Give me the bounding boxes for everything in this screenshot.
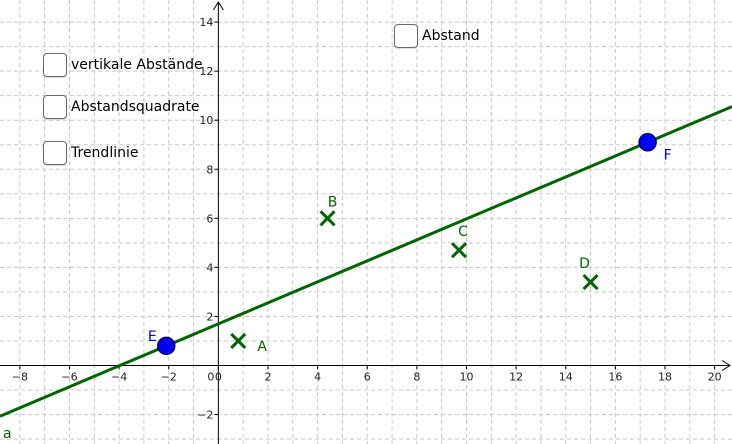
x-tick-label: 20 bbox=[708, 371, 722, 384]
checkbox-label: vertikale Abstände bbox=[71, 57, 203, 73]
point-label: B bbox=[328, 194, 338, 210]
x-tick-label: 14 bbox=[559, 371, 573, 384]
y-tick-label: 12 bbox=[199, 65, 213, 78]
x-tick-label: 4 bbox=[314, 371, 321, 384]
point-label: E bbox=[148, 329, 157, 345]
point-c[interactable]: C bbox=[450, 224, 468, 259]
cross-marker bbox=[319, 210, 336, 227]
point-d[interactable]: D bbox=[579, 256, 599, 291]
x-tick-label: 2 bbox=[264, 371, 271, 384]
checkbox-vertikale-abstaende[interactable]: vertikale Abstände bbox=[43, 53, 203, 77]
origin-label: 0 bbox=[207, 371, 214, 384]
x-tick-label: 16 bbox=[608, 371, 622, 384]
cross-marker bbox=[450, 242, 468, 259]
point-a[interactable]: A bbox=[230, 332, 267, 355]
y-tick-label: 8 bbox=[206, 163, 213, 176]
free-point-marker[interactable] bbox=[157, 336, 176, 356]
x-tick-label: 8 bbox=[413, 371, 420, 384]
x-tick-label: 10 bbox=[459, 371, 473, 384]
checkbox-box[interactable] bbox=[394, 24, 418, 48]
x-tick-label: −8 bbox=[12, 371, 28, 384]
point-label: D bbox=[579, 256, 590, 272]
y-tick-label: 4 bbox=[206, 261, 213, 274]
checkbox-label: Abstandsquadrate bbox=[71, 99, 200, 115]
y-tick-label: 2 bbox=[206, 310, 213, 323]
x-tick-label: 6 bbox=[364, 371, 371, 384]
checkbox-box[interactable] bbox=[43, 141, 67, 165]
point-f[interactable]: F bbox=[638, 133, 672, 164]
lines: a bbox=[0, 105, 732, 442]
line-label-a: a bbox=[3, 426, 12, 442]
x-tick-label: −2 bbox=[161, 371, 177, 384]
y-tick-label: −2 bbox=[197, 409, 213, 422]
y-tick-label: 6 bbox=[206, 212, 213, 225]
x-tick-label: 18 bbox=[658, 371, 672, 384]
checkbox-label: Abstand bbox=[422, 28, 480, 44]
cross-marker bbox=[230, 332, 247, 350]
y-axis-arrow-icon bbox=[212, 1, 224, 11]
checkbox-abstand[interactable]: Abstand bbox=[394, 24, 480, 48]
checkbox-box[interactable] bbox=[43, 95, 67, 119]
cross-marker bbox=[582, 274, 599, 291]
x-axis-arrow-icon bbox=[721, 360, 731, 371]
checkbox-trendlinie[interactable]: Trendlinie bbox=[43, 141, 138, 165]
y-tick-label: 14 bbox=[199, 16, 213, 29]
point-label: C bbox=[458, 224, 468, 240]
point-label: F bbox=[664, 147, 672, 163]
checkbox-box[interactable] bbox=[43, 53, 67, 77]
points: A B C D E F bbox=[148, 133, 672, 356]
free-point-marker[interactable] bbox=[638, 133, 657, 152]
x-tick-label: −6 bbox=[61, 371, 77, 384]
tick-labels: −8 −6 −4 −2 0 2 4 6 8 10 12 14 16 18 20 0 −2 2 4 6 8 10 12 14 bbox=[12, 16, 722, 421]
point-e[interactable]: E bbox=[148, 329, 176, 356]
point-label: A bbox=[257, 339, 267, 355]
checkbox-label: Trendlinie bbox=[71, 145, 139, 161]
checkbox-abstandsquadrate[interactable]: Abstandsquadrate bbox=[43, 95, 200, 119]
x-tick-label: 0 bbox=[215, 371, 222, 384]
point-b[interactable]: B bbox=[319, 194, 338, 227]
x-tick-label: −4 bbox=[111, 371, 127, 384]
trend-line-a[interactable] bbox=[0, 105, 732, 418]
x-tick-label: 12 bbox=[509, 371, 523, 384]
y-tick-label: 10 bbox=[199, 114, 213, 127]
